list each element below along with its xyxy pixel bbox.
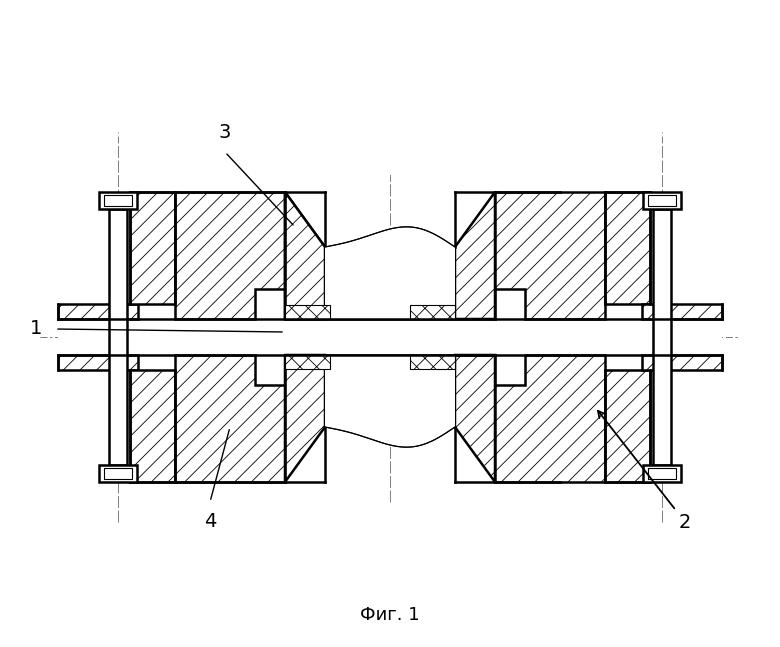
Bar: [643, 465, 681, 482]
Polygon shape: [325, 355, 455, 447]
Bar: [99, 192, 137, 209]
Polygon shape: [455, 355, 495, 482]
Polygon shape: [605, 370, 650, 482]
Bar: [109, 209, 127, 465]
Text: Фиг. 1: Фиг. 1: [360, 606, 420, 624]
Polygon shape: [58, 355, 138, 370]
Polygon shape: [285, 192, 325, 319]
Bar: [648, 195, 676, 206]
Polygon shape: [605, 192, 650, 304]
Polygon shape: [175, 192, 285, 319]
Polygon shape: [285, 355, 325, 482]
Text: 3: 3: [219, 123, 231, 142]
Polygon shape: [285, 305, 330, 319]
Bar: [104, 468, 132, 479]
Polygon shape: [130, 192, 175, 304]
Polygon shape: [130, 370, 175, 482]
Text: 4: 4: [204, 512, 216, 531]
Polygon shape: [642, 355, 722, 370]
Bar: [648, 468, 676, 479]
Polygon shape: [325, 227, 455, 319]
Polygon shape: [495, 355, 605, 482]
Polygon shape: [175, 355, 285, 482]
Polygon shape: [285, 355, 330, 369]
Text: 2: 2: [598, 411, 691, 531]
Polygon shape: [495, 192, 605, 319]
Text: 1: 1: [30, 320, 42, 338]
Polygon shape: [642, 304, 722, 319]
Polygon shape: [285, 192, 325, 319]
Bar: [58, 319, 722, 355]
Bar: [643, 192, 681, 209]
Bar: [104, 195, 132, 206]
Polygon shape: [58, 304, 138, 319]
Polygon shape: [410, 355, 455, 369]
Polygon shape: [410, 305, 455, 319]
Bar: [653, 209, 671, 465]
Polygon shape: [455, 192, 495, 319]
Bar: [99, 465, 137, 482]
